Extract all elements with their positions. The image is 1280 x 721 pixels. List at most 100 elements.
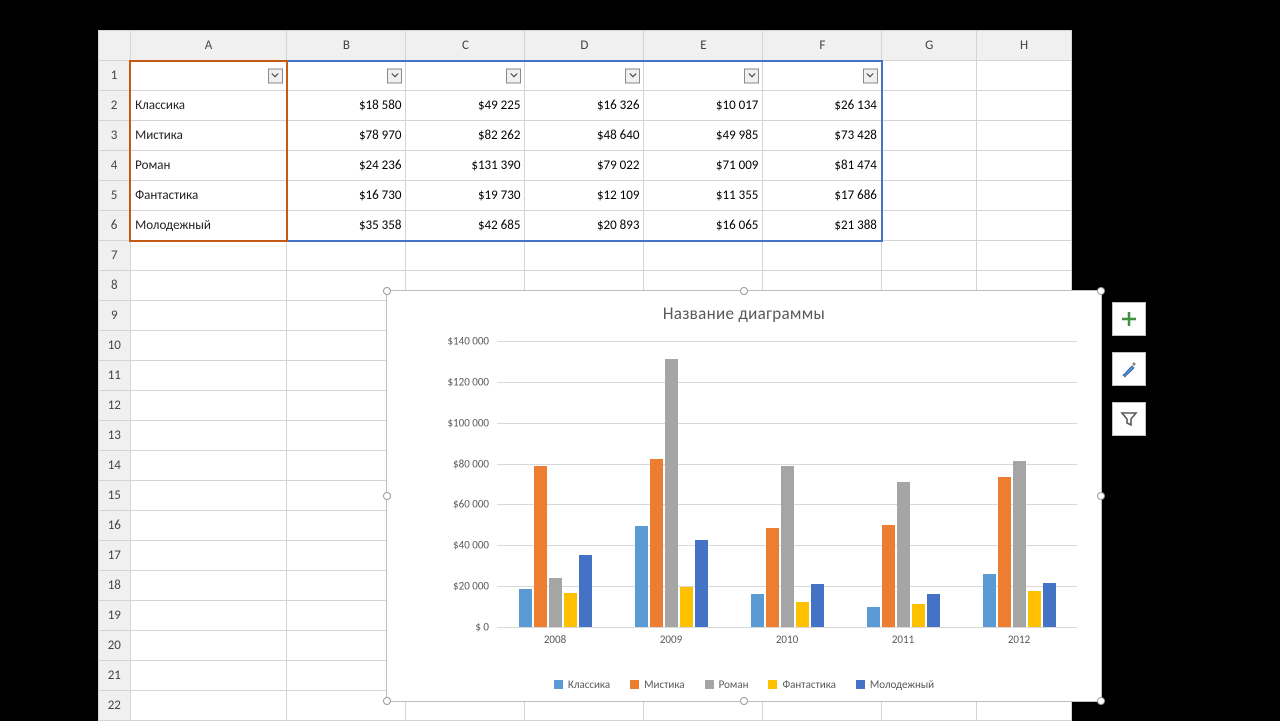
chart-bar[interactable] <box>1013 461 1026 627</box>
filter-dropdown-button[interactable] <box>268 68 283 83</box>
resize-handle[interactable] <box>1097 697 1105 705</box>
cell-A7[interactable] <box>130 241 287 271</box>
row-header-21[interactable]: 21 <box>99 661 131 691</box>
row-header-2[interactable]: 2 <box>99 91 131 121</box>
cell-D7[interactable] <box>525 241 644 271</box>
cell-E3[interactable]: $49 985 <box>644 121 763 151</box>
cell-A21[interactable] <box>130 661 287 691</box>
legend-item[interactable]: Роман <box>705 678 749 691</box>
cell-A5[interactable]: Фантастика <box>130 181 287 211</box>
cell-A2[interactable]: Классика <box>130 91 287 121</box>
cell-F7[interactable] <box>763 241 882 271</box>
legend-item[interactable]: Фантастика <box>768 678 835 691</box>
row-header-20[interactable]: 20 <box>99 631 131 661</box>
cell-F3[interactable]: $73 428 <box>763 121 882 151</box>
cell-A4[interactable]: Роман <box>130 151 287 181</box>
cell-H5[interactable] <box>977 181 1072 211</box>
chart-bar[interactable] <box>1028 591 1041 627</box>
cell-F6[interactable]: $21 388 <box>763 211 882 241</box>
col-header-E[interactable]: E <box>644 31 763 61</box>
cell-D4[interactable]: $79 022 <box>525 151 644 181</box>
select-all-corner[interactable] <box>99 31 131 61</box>
row-header-8[interactable]: 8 <box>99 271 131 301</box>
cell-A11[interactable] <box>130 361 287 391</box>
chart-styles-button[interactable] <box>1112 352 1146 386</box>
cell-C6[interactable]: $42 685 <box>406 211 525 241</box>
resize-handle[interactable] <box>1097 492 1105 500</box>
resize-handle[interactable] <box>383 492 391 500</box>
chart-legend[interactable]: КлассикаМистикаРоманФантастикаМолодежный <box>387 678 1101 691</box>
row-header-4[interactable]: 4 <box>99 151 131 181</box>
chart-object[interactable]: Название диаграммы $ 0$20 000$40 000$60 … <box>386 290 1102 702</box>
chart-bar[interactable] <box>534 466 547 627</box>
chart-bar[interactable] <box>766 528 779 627</box>
cell-C2[interactable]: $49 225 <box>406 91 525 121</box>
row-header-15[interactable]: 15 <box>99 481 131 511</box>
row-header-19[interactable]: 19 <box>99 601 131 631</box>
row-header-16[interactable]: 16 <box>99 511 131 541</box>
col-header-A[interactable]: A <box>130 31 287 61</box>
cell-A22[interactable] <box>130 691 287 721</box>
legend-item[interactable]: Мистика <box>630 678 684 691</box>
cell-C7[interactable] <box>406 241 525 271</box>
cell-A10[interactable] <box>130 331 287 361</box>
cell-C3[interactable]: $82 262 <box>406 121 525 151</box>
col-header-G[interactable]: G <box>882 31 977 61</box>
cell-A15[interactable] <box>130 481 287 511</box>
cell-F5[interactable]: $17 686 <box>763 181 882 211</box>
col-header-C[interactable]: C <box>406 31 525 61</box>
chart-bar[interactable] <box>882 525 895 627</box>
cell-B5[interactable]: $16 730 <box>287 181 406 211</box>
cell-B3[interactable]: $78 970 <box>287 121 406 151</box>
cell-H3[interactable] <box>977 121 1072 151</box>
cell-G3[interactable] <box>882 121 977 151</box>
filter-dropdown-button[interactable] <box>625 68 640 83</box>
cell-E7[interactable] <box>644 241 763 271</box>
chart-bar[interactable] <box>927 594 940 627</box>
filter-dropdown-button[interactable] <box>387 68 402 83</box>
col-header-F[interactable]: F <box>763 31 882 61</box>
row-header-6[interactable]: 6 <box>99 211 131 241</box>
chart-bar[interactable] <box>549 578 562 628</box>
cell-C5[interactable]: $19 730 <box>406 181 525 211</box>
cell-G5[interactable] <box>882 181 977 211</box>
chart-bar[interactable] <box>867 607 880 627</box>
cell-A19[interactable] <box>130 601 287 631</box>
cell-D5[interactable]: $12 109 <box>525 181 644 211</box>
legend-item[interactable]: Классика <box>554 678 610 691</box>
col-header-B[interactable]: B <box>287 31 406 61</box>
row-header-11[interactable]: 11 <box>99 361 131 391</box>
col-header-H[interactable]: H <box>977 31 1072 61</box>
cell-C4[interactable]: $131 390 <box>406 151 525 181</box>
cell-E1[interactable]: 2011 <box>644 61 763 91</box>
cell-D1[interactable]: 2010 <box>525 61 644 91</box>
cell-C1[interactable]: 2009 <box>406 61 525 91</box>
row-header-13[interactable]: 13 <box>99 421 131 451</box>
row-header-5[interactable]: 5 <box>99 181 131 211</box>
cell-E2[interactable]: $10 017 <box>644 91 763 121</box>
cell-A20[interactable] <box>130 631 287 661</box>
chart-bar[interactable] <box>695 540 708 627</box>
row-header-7[interactable]: 7 <box>99 241 131 271</box>
resize-handle[interactable] <box>383 287 391 295</box>
cell-D2[interactable]: $16 326 <box>525 91 644 121</box>
cell-H1[interactable] <box>977 61 1072 91</box>
chart-bar[interactable] <box>796 602 809 627</box>
cell-H7[interactable] <box>977 241 1072 271</box>
chart-bar[interactable] <box>781 466 794 627</box>
row-header-17[interactable]: 17 <box>99 541 131 571</box>
cell-A1[interactable]: Жанр <box>130 61 287 91</box>
cell-B6[interactable]: $35 358 <box>287 211 406 241</box>
cell-E6[interactable]: $16 065 <box>644 211 763 241</box>
chart-bar[interactable] <box>983 574 996 627</box>
cell-E5[interactable]: $11 355 <box>644 181 763 211</box>
chart-add-element-button[interactable] <box>1112 302 1146 336</box>
filter-dropdown-button[interactable] <box>744 68 759 83</box>
cell-H4[interactable] <box>977 151 1072 181</box>
chart-bar[interactable] <box>998 477 1011 627</box>
filter-dropdown-button[interactable] <box>506 68 521 83</box>
cell-A16[interactable] <box>130 511 287 541</box>
cell-B7[interactable] <box>287 241 406 271</box>
cell-A9[interactable] <box>130 301 287 331</box>
cell-D6[interactable]: $20 893 <box>525 211 644 241</box>
